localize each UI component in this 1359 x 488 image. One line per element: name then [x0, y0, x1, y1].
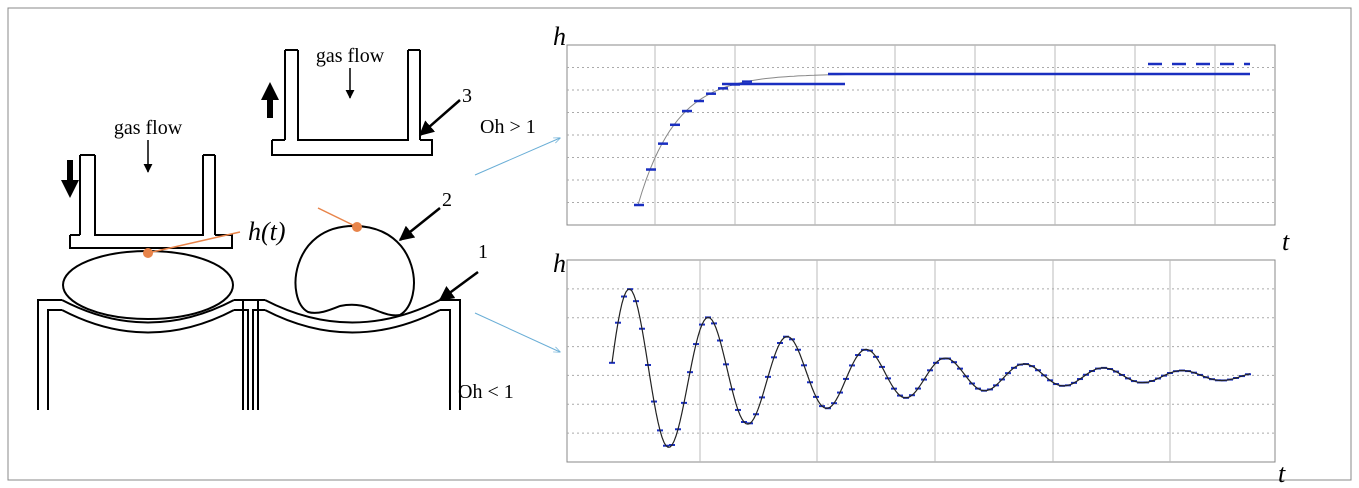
move-arrow-head: [61, 180, 79, 198]
point: [352, 222, 362, 232]
point: [143, 248, 153, 258]
height-label: h(t): [248, 217, 286, 246]
callout-arrow: [438, 270, 479, 302]
plot-frame: [566, 259, 1276, 463]
callout-arrow: [398, 207, 441, 241]
pointer: [317, 207, 358, 228]
response-curve: [611, 288, 1251, 448]
response-curve: [637, 73, 1250, 206]
x-label: t: [1278, 459, 1286, 488]
pointer: [147, 231, 241, 254]
move-arrow-head: [261, 82, 279, 100]
callout-arrow: [418, 99, 461, 136]
frame: [7, 7, 1352, 481]
callout: 1: [478, 241, 488, 263]
y-label: h: [553, 249, 566, 278]
y-label: h: [553, 22, 566, 51]
x-label: t: [1282, 227, 1290, 256]
link-arrow: [474, 312, 560, 352]
regime-label: Oh < 1: [458, 381, 514, 403]
flow-label: gas flow: [114, 117, 183, 139]
flow-label: gas flow: [316, 45, 385, 67]
regime-label: Oh > 1: [480, 116, 536, 138]
callout: 2: [442, 189, 452, 211]
callout: 3: [462, 85, 472, 107]
link-arrow: [474, 138, 560, 176]
